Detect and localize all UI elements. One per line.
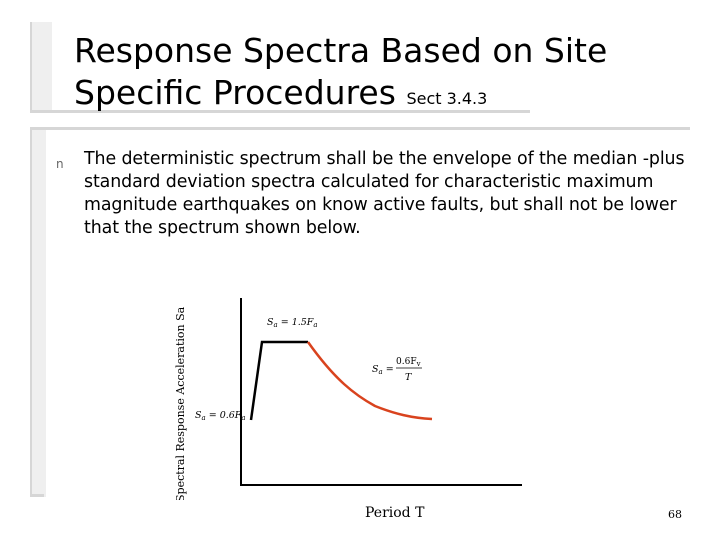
y-axis-label: Spectral Response Acceleration Sa <box>174 306 187 500</box>
title-line-2: Specific Procedures Sect 3.4.3 <box>74 72 694 120</box>
spectrum-descending-curve <box>306 341 433 421</box>
title-line-1: Response Spectra Based on Site <box>74 31 608 70</box>
annotation-plateau: Sa = 1.5Fa <box>267 317 318 329</box>
body-bottom-rule <box>30 494 44 497</box>
body-accent-bar <box>30 127 46 497</box>
title-line-2-text: Specific Procedures <box>74 73 396 112</box>
section-reference: Sect 3.4.3 <box>406 89 488 108</box>
spectrum-rising-plateau <box>249 340 308 421</box>
annotation-descending: Sa = 0.6Fv T <box>372 357 422 383</box>
x-axis-label: Period T <box>365 505 425 521</box>
title-accent-bar <box>30 22 52 112</box>
response-spectrum-chart: Spectral Response Acceleration Sa Sa = 1… <box>174 298 522 500</box>
svg-text:Spectral Response Acceleration: Spectral Response Acceleration Sa <box>174 306 187 500</box>
annotation-start: Sa = 0.6Fa <box>195 410 246 422</box>
slide-title: Response Spectra Based on Site Specific … <box>74 30 694 120</box>
page-number: 68 <box>668 508 682 521</box>
body-top-rule <box>30 127 690 130</box>
svg-text:Sa =: Sa = <box>372 364 394 376</box>
title-underline <box>30 110 530 113</box>
svg-text:0.6Fv: 0.6Fv <box>396 357 421 368</box>
y-axis-label-text: Spectral Response Acceleration Sa <box>174 306 187 500</box>
bullet-icon: n <box>56 157 64 171</box>
svg-text:T: T <box>405 372 412 383</box>
bullet-text: The deterministic spectrum shall be the … <box>84 149 685 238</box>
